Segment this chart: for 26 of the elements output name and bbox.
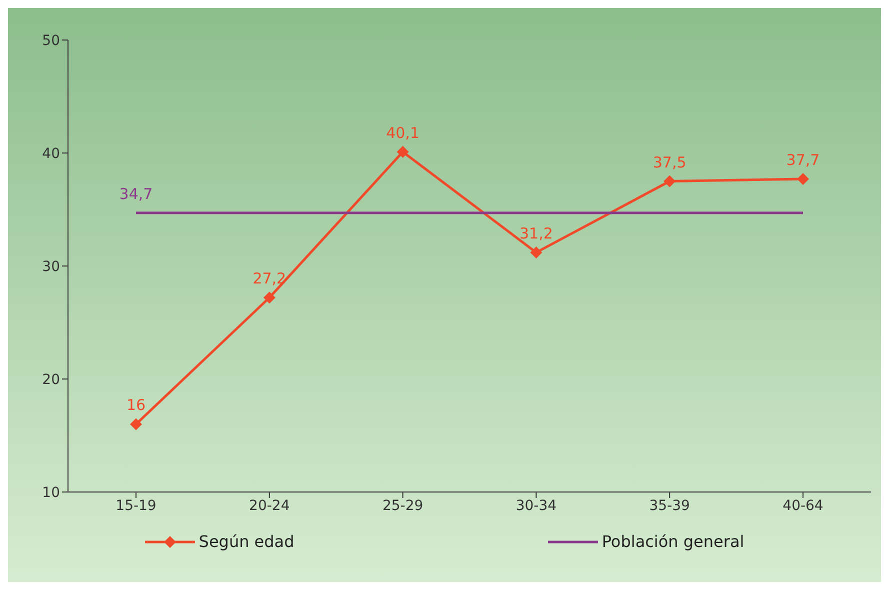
data-label: 34,7 — [119, 184, 153, 203]
x-tick-label: 35-39 — [649, 498, 690, 514]
data-label: 37,5 — [652, 153, 686, 172]
y-tick-label: 10 — [42, 484, 60, 501]
x-tick-label: 30-34 — [516, 498, 557, 514]
point — [130, 418, 142, 430]
data-label: 16 — [126, 396, 146, 414]
y-tick-label: 50 — [42, 32, 60, 49]
x-tick-label: 40-64 — [782, 498, 824, 514]
x-tick-label: 25-29 — [382, 498, 424, 514]
x-tick-label: 20-24 — [249, 498, 290, 514]
point — [530, 246, 542, 258]
data-label: 31,2 — [519, 224, 553, 242]
data-label: 37,7 — [786, 150, 820, 169]
y-tick-label: 20 — [42, 372, 60, 388]
legend-label: Según edad — [198, 532, 294, 551]
x-tick-label: 15-19 — [116, 498, 156, 514]
data-label: 27,2 — [252, 270, 286, 288]
y-tick-label: 40 — [42, 146, 60, 162]
point — [664, 175, 676, 188]
legend-label: Población general — [602, 532, 744, 551]
point — [797, 172, 809, 185]
y-tick-label: 30 — [42, 258, 60, 275]
point — [263, 292, 276, 304]
data-label: 40,1 — [386, 124, 420, 142]
point — [396, 146, 409, 158]
